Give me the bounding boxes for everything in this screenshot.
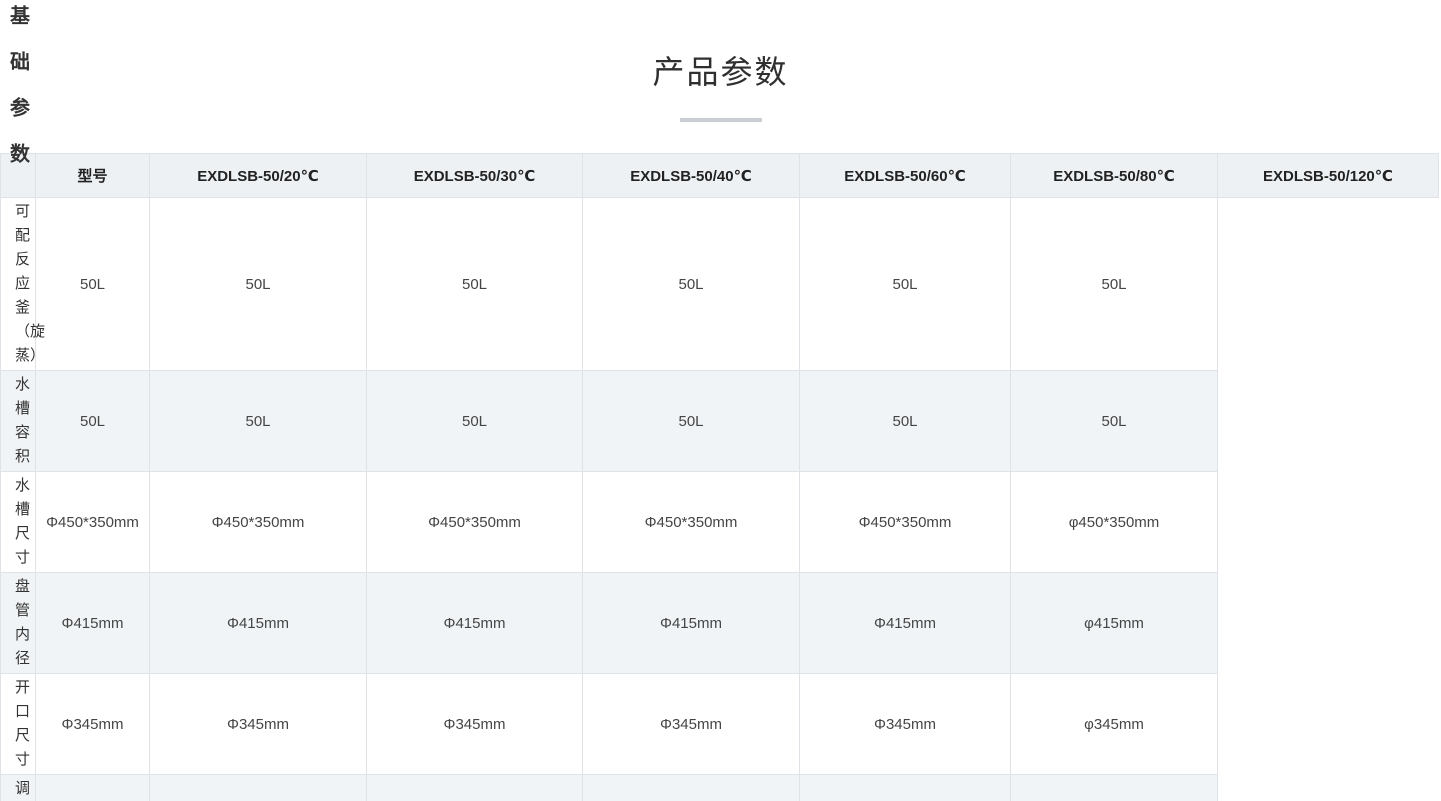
spec-value-cell: Φ415mm	[799, 572, 1011, 674]
spec-row-label: 可配反应釜（旋蒸）	[0, 197, 45, 371]
spec-value-cell: Φ345mm	[35, 673, 150, 775]
column-header-model-name: EXDLSB-50/80℃	[1010, 153, 1218, 198]
spec-row: 可配反应釜（旋蒸） 50L 50L 50L 50L 50L 50L	[0, 197, 1439, 371]
spec-row-label: 水槽容积	[0, 370, 36, 472]
spec-row-label: 开口尺寸	[0, 673, 36, 775]
spec-value-cell: 室温至-30℃	[149, 774, 367, 801]
column-header-model: 型号	[35, 153, 150, 198]
group-label: 基础参数	[6, 5, 29, 189]
spec-row: 盘管内径 Φ415mm Φ415mm Φ415mm Φ415mm Φ415mm φ415mm	[0, 572, 1439, 674]
section-header: 产品参数	[0, 0, 1441, 122]
spec-value-cell: 50L	[1010, 197, 1218, 371]
product-spec-table: 基础参数 型号 EXDLSB-50/20℃ EXDLSB-50/30℃ EXDLSB-…	[0, 5, 1439, 801]
spec-value-cell: Φ450*350mm	[366, 471, 583, 573]
spec-row: 水槽容积 50L 50L 50L 50L 50L 50L	[0, 370, 1439, 472]
column-header-model-name: EXDLSB-50/30℃	[366, 153, 583, 198]
spec-row-label: 盘管内径	[0, 572, 36, 674]
column-header-model-name: EXDLSB-50/120℃	[1217, 153, 1439, 198]
spec-row: 调温范围室温至-20℃室温至-30℃室温至-40℃室温至-60℃室温至-80℃室…	[0, 774, 1439, 801]
spec-value-cell: 50L	[149, 370, 367, 472]
spec-value-cell: 50L	[149, 197, 367, 371]
spec-value-cell: Φ345mm	[799, 673, 1011, 775]
column-header-model-name: EXDLSB-50/60℃	[799, 153, 1011, 198]
column-header-model-name: EXDLSB-50/40℃	[582, 153, 800, 198]
spec-value-cell: 室温至-80℃	[799, 774, 1011, 801]
spec-value-cell: Φ450*350mm	[149, 471, 367, 573]
spec-value-cell: Φ415mm	[149, 572, 367, 674]
group-label-cell: 基础参数	[0, 5, 36, 198]
spec-value-cell: 50L	[35, 197, 150, 371]
spec-row: 水槽尺寸 Φ450*350mm Φ450*350mm Φ450*350mm Φ450*3…	[0, 471, 1439, 573]
spec-row: 开口尺寸 Φ345mm Φ345mm Φ345mm Φ345mm Φ345mm φ345mm	[0, 673, 1439, 775]
spec-value-cell: 50L	[582, 370, 800, 472]
spec-value-cell: 50L	[799, 370, 1011, 472]
spec-value-cell: Φ415mm	[582, 572, 800, 674]
spec-value-cell: φ345mm	[1010, 673, 1218, 775]
spec-value-cell: Φ450*350mm	[799, 471, 1011, 573]
spec-value-cell: φ415mm	[1010, 572, 1218, 674]
spec-value-cell: Φ450*350mm	[35, 471, 150, 573]
spec-value-cell: 室温至-40℃	[366, 774, 583, 801]
spec-value-cell: φ450*350mm	[1010, 471, 1218, 573]
title-underline	[679, 118, 762, 122]
spec-value-cell: 50L	[366, 197, 583, 371]
spec-value-cell: Φ415mm	[35, 572, 150, 674]
spec-value-cell: 50L	[35, 370, 150, 472]
spec-value-cell: Φ345mm	[149, 673, 367, 775]
spec-value-cell: 50L	[1010, 370, 1218, 472]
page-title: 产品参数	[652, 54, 789, 90]
spec-value-cell: 50L	[366, 370, 583, 472]
spec-value-cell: Φ345mm	[582, 673, 800, 775]
spec-row-label: 调温范围	[0, 774, 36, 801]
spec-value-cell: 50L	[582, 197, 800, 371]
spec-value-cell: Φ345mm	[366, 673, 583, 775]
spec-row-label: 水槽尺寸	[0, 471, 36, 573]
table-header-row: 基础参数 型号 EXDLSB-50/20℃ EXDLSB-50/30℃ EXDLSB-…	[0, 5, 1439, 198]
spec-value-cell: 室温至-120℃	[1010, 774, 1218, 801]
spec-value-cell: 50L	[799, 197, 1011, 371]
column-header-model-name: EXDLSB-50/20℃	[149, 153, 367, 198]
spec-value-cell: Φ415mm	[366, 572, 583, 674]
spec-value-cell: 室温至-60℃	[582, 774, 800, 801]
spec-value-cell: 室温至-20℃	[35, 774, 150, 801]
spec-value-cell: Φ450*350mm	[582, 471, 800, 573]
